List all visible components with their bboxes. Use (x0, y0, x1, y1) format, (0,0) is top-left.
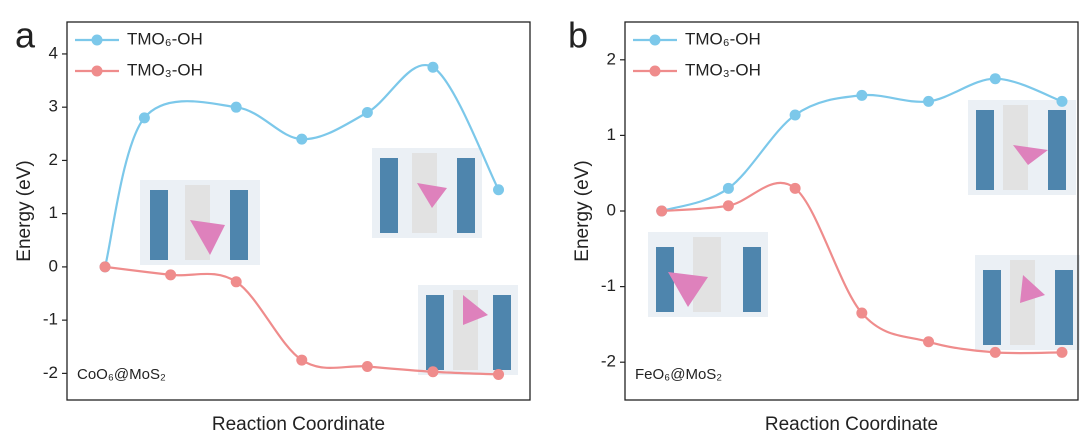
data-point (722, 200, 734, 212)
data-point (656, 205, 668, 217)
panel-label: b (568, 15, 588, 56)
data-point (165, 269, 177, 281)
data-point (1056, 346, 1068, 358)
data-point (427, 366, 439, 378)
y-axis-label: Energy (eV) (14, 160, 35, 261)
y-tick-label: 3 (49, 97, 58, 116)
data-point (722, 182, 734, 194)
y-tick-label: 0 (607, 200, 616, 219)
structure-insets (140, 100, 1080, 375)
data-point (230, 276, 242, 288)
legend-label: TMO₆-OH (127, 29, 203, 48)
data-point (989, 346, 1001, 358)
data-point (361, 360, 373, 372)
data-point (361, 107, 373, 119)
data-point (427, 61, 439, 73)
legend-marker (91, 34, 103, 46)
y-tick-label: 1 (49, 203, 58, 222)
y-tick-label: 2 (607, 49, 616, 68)
data-point (138, 112, 150, 124)
x-axis-label: Reaction Coordinate (765, 414, 938, 435)
data-point (923, 336, 935, 348)
legend-marker (649, 65, 661, 77)
y-tick-label: 4 (49, 43, 58, 62)
data-point (856, 89, 868, 101)
x-axis-label: Reaction Coordinate (212, 414, 385, 435)
data-point (789, 182, 801, 194)
plot-frame (624, 21, 1079, 401)
data-point (1056, 95, 1068, 107)
plot-frame (66, 21, 531, 401)
annotation: CoO₆@MoS₂ (77, 366, 166, 383)
annotation: FeO₆@MoS₂ (635, 366, 722, 383)
y-tick-label: -2 (43, 363, 58, 382)
y-axis-label: Energy (eV) (572, 160, 593, 261)
data-point (296, 354, 308, 366)
y-tick-label: -1 (43, 310, 58, 329)
y-tick-label: 0 (49, 256, 58, 275)
data-point (99, 261, 111, 273)
data-point (493, 184, 505, 196)
legend-label: TMO₃-OH (685, 60, 761, 79)
y-tick-label: -2 (601, 352, 616, 371)
y-tick-label: 2 (49, 150, 58, 169)
panel-label: a (15, 15, 36, 56)
data-point (856, 307, 868, 319)
legend-marker (91, 65, 103, 77)
data-point (296, 133, 308, 145)
legend-label: TMO₃-OH (127, 60, 203, 79)
legend-marker (649, 34, 661, 46)
data-point (989, 73, 1001, 85)
legend-label: TMO₆-OH (685, 29, 761, 48)
y-tick-label: 1 (607, 125, 616, 144)
data-point (923, 95, 935, 107)
data-point (230, 101, 242, 113)
data-point (789, 109, 801, 121)
y-tick-label: -1 (601, 276, 616, 295)
data-point (493, 368, 505, 380)
